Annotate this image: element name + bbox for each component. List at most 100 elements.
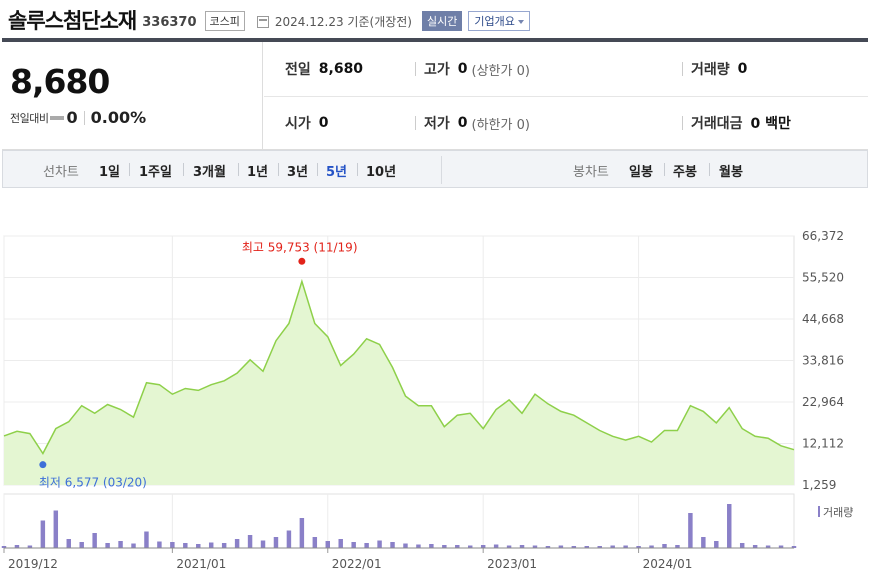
prev-close-cell: 전일 8,680 (285, 59, 363, 79)
header-divider (2, 38, 868, 42)
volume-bar (118, 541, 123, 548)
volume-bar (584, 546, 590, 548)
stock-header: 솔루스첨단소재 336370 코스피 2024.12.23 기준(개장전) 실시… (8, 6, 530, 34)
volume-bar (105, 543, 110, 548)
volume-bar (727, 504, 732, 548)
volume-bar (196, 544, 201, 548)
open-value: 0 (318, 115, 329, 131)
volume-frame (3, 493, 795, 549)
low-value: 0 (457, 115, 468, 131)
volume-bar (493, 544, 499, 548)
divider (83, 110, 85, 125)
volume-bar (221, 543, 227, 548)
volume-bar (144, 531, 149, 548)
tab-daily[interactable]: 일봉 (629, 165, 653, 180)
volume-bar (416, 544, 421, 548)
max-marker (298, 257, 306, 265)
divider (441, 156, 442, 184)
tab-10y[interactable]: 10년 (366, 165, 397, 180)
volume-label: 거래량 (691, 62, 730, 78)
volume-bar (208, 542, 214, 548)
y-tick-label: 33,816 (802, 354, 844, 368)
low-cell: 저가 0 (하한가 0) (415, 113, 530, 133)
tab-weekly[interactable]: 주봉 (673, 165, 697, 180)
divider (664, 163, 665, 176)
volume-bar (66, 539, 71, 548)
tab-1d[interactable]: 1일 (99, 165, 121, 180)
min-marker (39, 461, 47, 469)
volume-legend-swatch (818, 506, 820, 517)
volume-bar (545, 546, 551, 548)
company-overview-dropdown[interactable]: 기업개요 (468, 11, 530, 31)
min-label: 최저 6,577 (03/20) (39, 476, 147, 490)
divider (709, 163, 710, 176)
volume-bar (675, 545, 680, 548)
stock-code: 336370 (142, 14, 197, 30)
tab-3m[interactable]: 3개월 (193, 165, 226, 180)
volume-bar (338, 539, 343, 548)
divider (682, 62, 683, 76)
max-label: 최고 59,753 (11/19) (242, 240, 358, 254)
tab-1w[interactable]: 1주일 (139, 165, 172, 180)
volume-bar (506, 545, 512, 548)
tab-1y[interactable]: 1년 (247, 165, 269, 180)
volume-bar (610, 545, 615, 548)
period-selector: 선차트 1일 1주일 3개월 1년 3년 5년 10년 봉차트 일봉 주봉 월봉 (2, 150, 868, 188)
volume-bar (390, 542, 395, 548)
volume-bar (701, 537, 706, 548)
volume-bar (649, 545, 654, 548)
volume-bar (27, 545, 33, 548)
quote-summary: 8,680 전일대비 0 0.00% 전일 8,680 고가 0 (상한가 0)… (2, 42, 868, 150)
tab-5y[interactable]: 5년 (326, 165, 348, 180)
volume-bar (170, 542, 175, 548)
divider (183, 163, 184, 176)
price-chart: 66,372 55,520 44,668 33,816 22,964 12,112 1,25… (1, 229, 853, 571)
volume-value: 0 (737, 61, 748, 77)
tab-3y[interactable]: 3년 (287, 165, 309, 180)
price-line (3, 278, 795, 455)
change-value: 0 (66, 108, 78, 127)
tab-monthly[interactable]: 월봉 (719, 165, 743, 180)
row-divider (264, 96, 868, 97)
amount-value: 0 백만 (750, 116, 791, 132)
volume-bar (131, 543, 136, 548)
divider (317, 163, 318, 176)
volume-bar (234, 539, 240, 548)
y-tick-label: 66,372 (802, 229, 844, 243)
x-tick-label: 2019/12 (8, 557, 58, 571)
open-label: 시가 (285, 116, 311, 132)
low-label: 저가 (424, 116, 450, 132)
volume-bar (364, 543, 369, 548)
divider (415, 116, 416, 130)
high-value: 0 (457, 61, 468, 77)
volume-bar (467, 545, 473, 548)
divider (278, 163, 279, 176)
volume-bar (791, 546, 797, 548)
volume-bar (247, 535, 253, 548)
volume-legend-label: 거래량 (823, 506, 853, 519)
line-chart-label: 선차트 (43, 165, 79, 180)
realtime-button[interactable]: 실시간 (422, 11, 463, 31)
volume-bar (688, 513, 693, 548)
high-cell: 고가 0 (상한가 0) (415, 59, 530, 79)
volume-bar (480, 545, 486, 548)
volume-bar (429, 544, 434, 548)
volume-bar (714, 541, 719, 548)
x-tick-label: 2021/01 (176, 557, 226, 571)
volume-bar (377, 540, 382, 548)
x-tick-label: 2022/01 (332, 557, 382, 571)
current-price: 8,680 (10, 62, 110, 101)
open-cell: 시가 0 (285, 113, 329, 133)
y-tick-label: 1,259 (802, 478, 836, 492)
volume-bar (40, 520, 46, 548)
y-tick-label: 44,668 (802, 312, 844, 326)
volume-bar (403, 543, 408, 548)
volume-bar (455, 545, 460, 548)
volume-cell: 거래량 0 (682, 59, 747, 79)
volume-bar (752, 545, 758, 548)
as-of-date: 2024.12.23 기준(개장전) (274, 15, 412, 29)
y-tick-label: 22,964 (802, 395, 844, 409)
volume-bar (571, 546, 577, 548)
volume-bar (442, 545, 447, 548)
market-badge: 코스피 (204, 11, 245, 31)
